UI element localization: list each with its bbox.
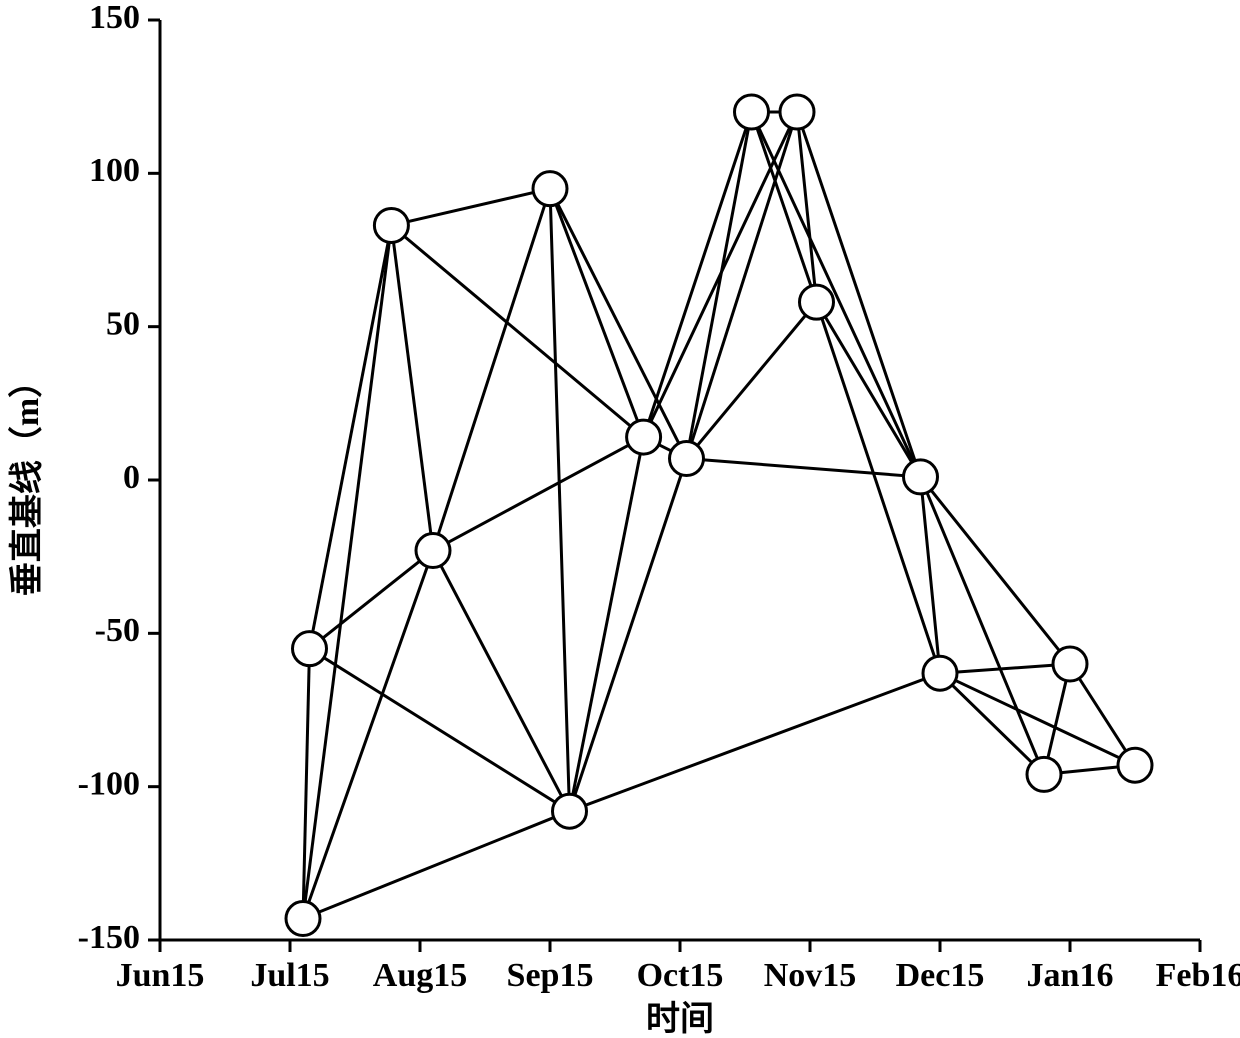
x-tick-label: Oct15 [637, 957, 724, 994]
edge [391, 189, 550, 226]
node [286, 902, 320, 936]
y-tick-label: 150 [89, 0, 140, 36]
node [293, 632, 327, 666]
edges [303, 112, 1135, 919]
node [904, 460, 938, 494]
x-tick-label: Jul15 [250, 957, 329, 994]
x-axis-title: 时间 [646, 1000, 714, 1038]
edge [687, 302, 817, 458]
node [1027, 757, 1061, 791]
edge [940, 664, 1070, 673]
node [1053, 647, 1087, 681]
x-tick-label: Sep15 [507, 957, 594, 994]
edge [687, 459, 921, 477]
x-tick-label: Feb16 [1156, 957, 1240, 994]
edge [921, 477, 1045, 774]
y-tick-label: 0 [123, 459, 140, 496]
y-axis-title: 垂直基线（m） [7, 364, 46, 596]
node [1118, 748, 1152, 782]
edge [940, 673, 1044, 774]
edge [303, 811, 570, 918]
x-tick-label: Jun15 [116, 957, 205, 994]
edge [310, 225, 392, 648]
node [627, 420, 661, 454]
edge [550, 189, 644, 437]
node [374, 208, 408, 242]
node [533, 172, 567, 206]
node [800, 285, 834, 319]
edge [550, 189, 687, 459]
edge [391, 225, 643, 437]
x-tick-label: Dec15 [896, 957, 985, 994]
edge [433, 551, 570, 812]
y-tick-label: -50 [95, 612, 140, 649]
node [923, 656, 957, 690]
y-tick-label: -100 [78, 765, 140, 802]
edge [303, 551, 433, 919]
x-tick-label: Nov15 [764, 957, 857, 994]
axes: -150 -100 -50 0 50 100 150 Jun15 Jul15 Aug15 Sep15… [7, 0, 1240, 1038]
edge [752, 112, 921, 477]
node [416, 534, 450, 568]
node [553, 794, 587, 828]
edge [391, 225, 433, 550]
edge [550, 189, 570, 812]
x-tick-label: Jan16 [1027, 957, 1114, 994]
edge [644, 112, 752, 437]
edge [570, 673, 941, 811]
edge [921, 477, 1071, 664]
y-tick-label: -150 [78, 919, 140, 956]
y-tick-label: 100 [89, 152, 140, 189]
y-tick-label: 50 [106, 305, 140, 342]
node [780, 95, 814, 129]
edge [303, 225, 391, 918]
node [735, 95, 769, 129]
node [670, 442, 704, 476]
x-tick-label: Aug15 [373, 957, 467, 994]
baseline-network-chart: -150 -100 -50 0 50 100 150 Jun15 Jul15 Aug15 Sep15… [0, 0, 1240, 1038]
edge [817, 302, 921, 477]
